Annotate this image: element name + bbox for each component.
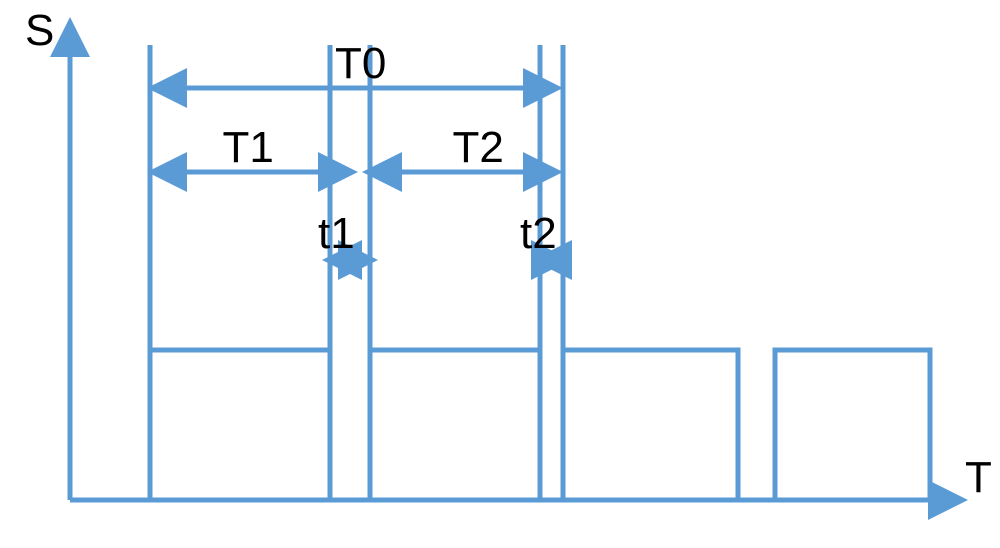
timing-diagram: S T T0 T1 T2 t1 t2 xyxy=(0,0,1000,548)
label-T1: T1 xyxy=(223,123,274,172)
pulse-3 xyxy=(563,350,738,500)
label-t1: t1 xyxy=(318,209,355,258)
label-T2: T2 xyxy=(453,123,504,172)
pulse-4 xyxy=(775,350,930,500)
y-axis-label: S xyxy=(25,6,54,55)
label-T0: T0 xyxy=(335,39,386,88)
pulse-1 xyxy=(150,350,330,500)
pulse-2 xyxy=(370,350,540,500)
label-t2: t2 xyxy=(520,209,557,258)
x-axis-label: T xyxy=(965,453,992,502)
